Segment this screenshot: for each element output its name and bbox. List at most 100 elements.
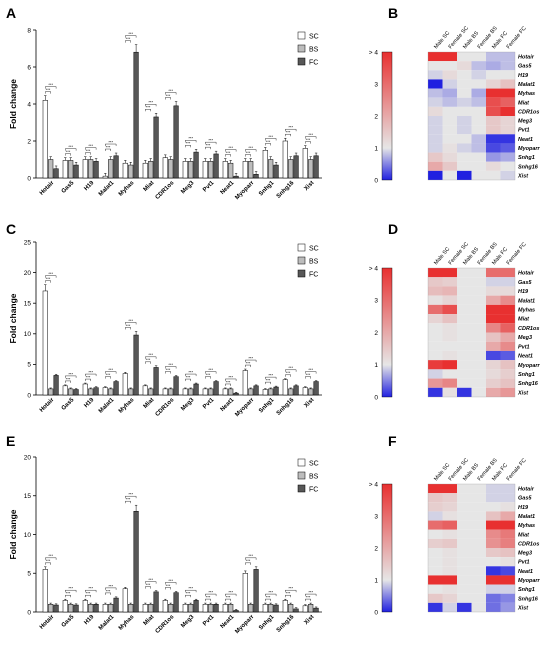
sig-marker: *** xyxy=(306,137,311,142)
bar xyxy=(148,388,154,396)
sig-marker: *** xyxy=(228,589,233,594)
bar xyxy=(262,389,268,396)
category-label: CDR1os xyxy=(155,614,176,635)
heatmap-cell xyxy=(457,143,472,153)
heatmap-row-label: Neat1 xyxy=(518,354,533,360)
heatmap-cell xyxy=(428,360,443,370)
bar xyxy=(293,155,299,179)
sig-bracket xyxy=(185,145,191,148)
category-label: Meg3 xyxy=(180,397,196,413)
sig-bracket xyxy=(105,148,111,152)
sig-bracket xyxy=(85,152,91,155)
bar xyxy=(282,140,288,179)
sig-bracket xyxy=(265,143,271,146)
heatmap-cell xyxy=(428,387,443,397)
heatmap-cell xyxy=(471,529,486,539)
sig-marker: *** xyxy=(246,558,251,563)
sig-marker: *** xyxy=(66,376,71,381)
heatmap-cell xyxy=(486,566,501,576)
bar xyxy=(122,373,128,396)
sig-bracket xyxy=(305,598,311,602)
heatmap-cell xyxy=(500,170,515,180)
heatmap-cell xyxy=(428,88,443,98)
heatmap-row-label: Miat xyxy=(518,532,530,538)
heatmap-cell xyxy=(442,520,457,530)
sig-marker: *** xyxy=(226,594,231,599)
heatmap-cell xyxy=(471,277,486,287)
heatmap-cell xyxy=(428,566,443,576)
legend-label: BS xyxy=(309,46,319,53)
sig-bracket xyxy=(245,149,257,152)
heatmap-cell xyxy=(500,502,515,512)
sig-bracket xyxy=(185,590,197,593)
heatmap-cell xyxy=(442,143,457,153)
sig-bracket xyxy=(265,381,271,385)
bar xyxy=(42,569,48,613)
bar xyxy=(162,600,168,613)
heatmap-cell xyxy=(442,484,457,494)
sig-bracket xyxy=(285,595,291,598)
bar xyxy=(113,597,119,613)
heatmap-cell xyxy=(442,116,457,126)
bar xyxy=(233,610,239,613)
colorbar-tick-label: 0 xyxy=(374,177,378,184)
bar xyxy=(202,161,208,179)
category-label: Snhg16 xyxy=(276,614,296,634)
bar xyxy=(233,175,239,179)
heatmap-cell xyxy=(500,61,515,71)
legend-label: SC xyxy=(309,460,319,467)
bar xyxy=(182,161,188,179)
heatmap-row-label: Xist xyxy=(517,173,529,179)
heatmap-cell xyxy=(457,369,472,379)
sig-bracket xyxy=(105,143,117,147)
bar xyxy=(268,388,274,396)
sig-marker: *** xyxy=(86,591,91,596)
category-label: Snhg1 xyxy=(258,614,276,632)
heatmap-cell xyxy=(457,511,472,521)
y-axis-title: Fold change xyxy=(8,509,18,559)
category-label: Pvt1 xyxy=(202,614,216,628)
bar xyxy=(148,604,154,613)
heatmap-cell xyxy=(500,70,515,80)
heatmap-cell xyxy=(442,548,457,558)
sig-bracket xyxy=(185,373,197,377)
bar xyxy=(262,150,268,179)
heatmap-cell xyxy=(428,502,443,512)
panel-letter: A xyxy=(6,5,16,21)
heatmap-cell xyxy=(486,548,501,558)
heatmap-cell xyxy=(471,520,486,530)
bar xyxy=(42,100,48,179)
bar xyxy=(133,51,139,179)
heatmap-cell xyxy=(442,511,457,521)
heatmap-row-label: Myhas xyxy=(518,523,535,529)
heatmap-cell xyxy=(500,493,515,503)
category-label: Hotair xyxy=(39,180,56,197)
heatmap-row-label: Gas5 xyxy=(518,496,532,502)
sig-marker: *** xyxy=(308,589,313,594)
bar xyxy=(102,604,108,613)
bar xyxy=(208,161,214,179)
heatmap-cell xyxy=(442,61,457,71)
heatmap-cell xyxy=(442,323,457,333)
heatmap-cell xyxy=(486,152,501,162)
heatmap-cell xyxy=(442,538,457,548)
colorbar xyxy=(381,483,393,613)
sig-marker: *** xyxy=(208,138,213,143)
sig-marker: *** xyxy=(68,371,73,376)
heatmap-cell xyxy=(442,70,457,80)
sig-bracket xyxy=(45,562,51,565)
sig-marker: *** xyxy=(88,586,93,591)
category-label: Snhg16 xyxy=(276,397,296,417)
sig-marker: *** xyxy=(46,558,51,563)
heatmap-cell xyxy=(442,79,457,89)
heatmap-cell xyxy=(471,106,486,116)
heatmap-cell xyxy=(486,314,501,324)
heatmap-cell xyxy=(500,378,515,388)
heatmap-cell xyxy=(457,170,472,180)
heatmap-cell xyxy=(428,170,443,180)
sig-bracket xyxy=(205,371,217,374)
heatmap-cell xyxy=(428,378,443,388)
legend-label: FC xyxy=(309,486,318,493)
